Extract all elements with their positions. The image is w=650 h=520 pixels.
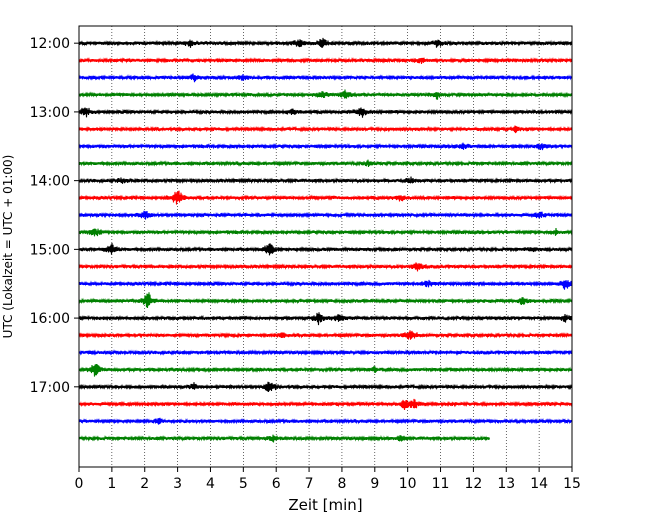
trace-1500 xyxy=(78,243,573,256)
x-axis-ticks: 0 1 2 3 4 5 6 7 8 9 10 11 12 13 14 15 xyxy=(75,467,581,492)
seismogram-traces xyxy=(78,37,573,443)
x-tick-label: 10 xyxy=(399,476,417,492)
y-axis-ticks: 12:00 13:00 14:00 15:00 16:00 17:00 xyxy=(30,36,79,396)
x-tick-label: 1 xyxy=(107,476,116,492)
trace-1730 xyxy=(78,417,573,425)
trace-1515 xyxy=(78,262,573,272)
trace-1200 xyxy=(78,37,573,48)
trace-1630 xyxy=(78,349,573,356)
trace-1615 xyxy=(78,330,573,340)
trace-1745 xyxy=(78,434,491,443)
x-tick-label: 8 xyxy=(337,476,346,492)
trace-1445 xyxy=(78,227,573,237)
y-tick-label: 13:00 xyxy=(30,105,70,121)
trace-1300 xyxy=(78,107,573,118)
x-tick-label: 3 xyxy=(173,476,182,492)
trace-1700 xyxy=(78,381,573,392)
trace-1215 xyxy=(78,56,573,65)
trace-1345 xyxy=(78,159,573,167)
trace-1530 xyxy=(78,279,573,290)
trace-1415 xyxy=(78,190,573,205)
x-tick-label: 4 xyxy=(206,476,215,492)
trace-1230 xyxy=(78,73,573,83)
plot-frame xyxy=(78,25,573,468)
x-tick-label: 9 xyxy=(370,476,379,492)
x-tick-label: 7 xyxy=(305,476,314,492)
y-tick-label: 15:00 xyxy=(30,242,70,258)
x-tick-label: 15 xyxy=(563,476,581,492)
x-tick-label: 11 xyxy=(432,476,450,492)
y-tick-label: 14:00 xyxy=(30,174,70,190)
trace-1245 xyxy=(78,89,573,100)
x-tick-label: 2 xyxy=(140,476,149,492)
trace-1545 xyxy=(78,292,573,308)
trace-1715 xyxy=(78,398,573,411)
x-axis-title: Zeit [min] xyxy=(288,496,362,514)
x-tick-label: 13 xyxy=(497,476,515,492)
trace-1430 xyxy=(78,210,573,220)
y-tick-label: 17:00 xyxy=(30,380,70,396)
trace-1400 xyxy=(78,176,573,185)
x-tick-label: 12 xyxy=(464,476,482,492)
trace-1315 xyxy=(78,125,573,134)
x-tick-label: 0 xyxy=(75,476,84,492)
x-tick-label: 6 xyxy=(272,476,281,492)
y-axis-title: UTC (Lokalzeit = UTC + 01:00) xyxy=(1,155,15,339)
trace-1600 xyxy=(78,312,573,326)
x-tick-label: 5 xyxy=(239,476,248,492)
x-tick-label: 14 xyxy=(530,476,548,492)
trace-1645 xyxy=(78,364,573,377)
trace-1330 xyxy=(78,142,573,151)
y-tick-label: 12:00 xyxy=(30,36,70,52)
y-tick-label: 16:00 xyxy=(30,311,70,327)
